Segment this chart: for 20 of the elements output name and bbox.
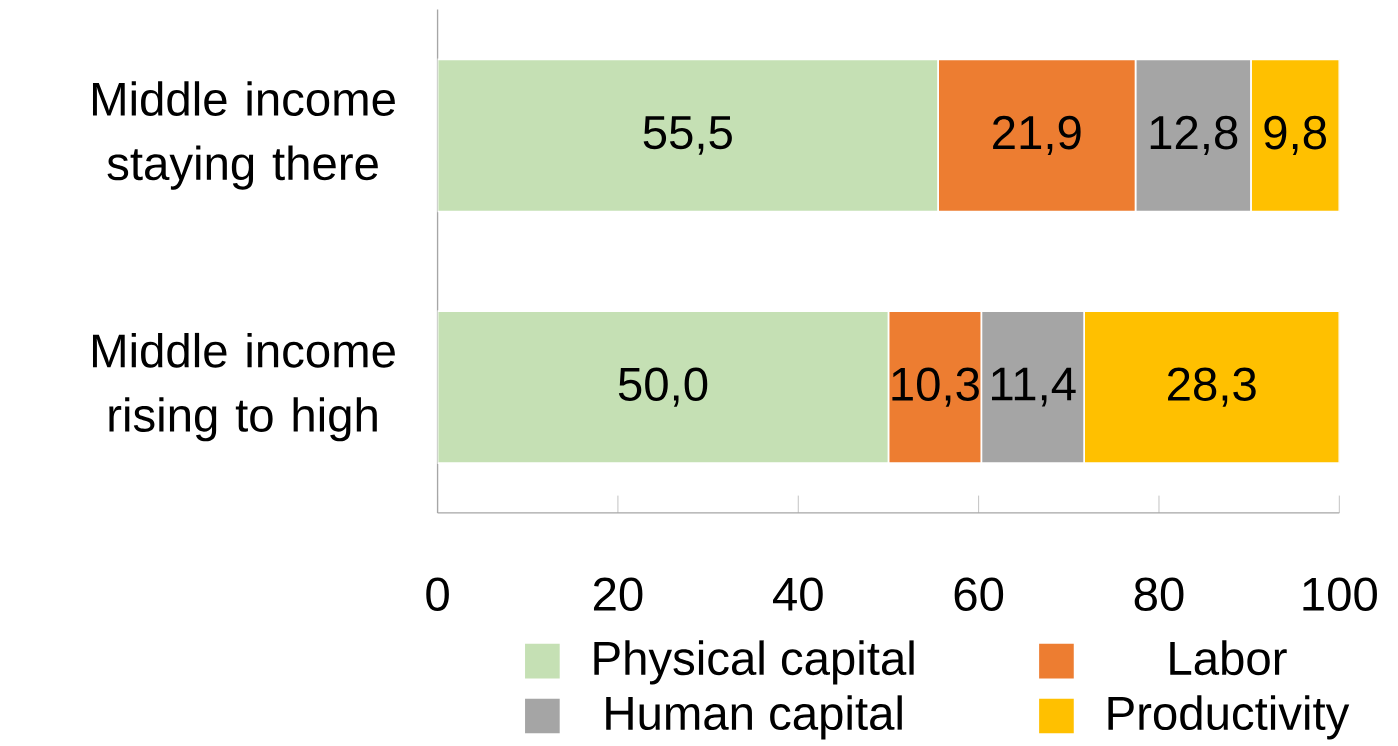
legend-label: Productivity <box>1108 695 1350 740</box>
x-tick-label: 80 <box>1134 577 1184 612</box>
legend-label: Human capital <box>606 695 902 740</box>
data-label: 10,3 <box>892 367 979 407</box>
data-label: 28,3 <box>1168 367 1256 407</box>
x-tick-label: 40 <box>772 577 823 612</box>
data-label: 11,4 <box>992 367 1076 407</box>
x-tick-label: 0 <box>426 577 449 612</box>
data-label: 9,8 <box>1264 115 1327 156</box>
y-tick-label: Middle income staying there <box>92 81 395 190</box>
data-label: 12,8 <box>1150 115 1238 156</box>
x-tick-label: 100 <box>1303 577 1377 612</box>
legend-label: Physical capital <box>594 640 914 685</box>
data-label: 21,9 <box>993 115 1081 156</box>
y-tick-label: Middle income rising to high <box>92 332 395 442</box>
x-tick-label: 60 <box>954 577 1004 612</box>
x-tick-label: 20 <box>593 577 643 612</box>
data-label: 55,5 <box>643 116 732 155</box>
data-label: 50,0 <box>618 367 708 407</box>
legend-label: Labor <box>1170 640 1287 676</box>
